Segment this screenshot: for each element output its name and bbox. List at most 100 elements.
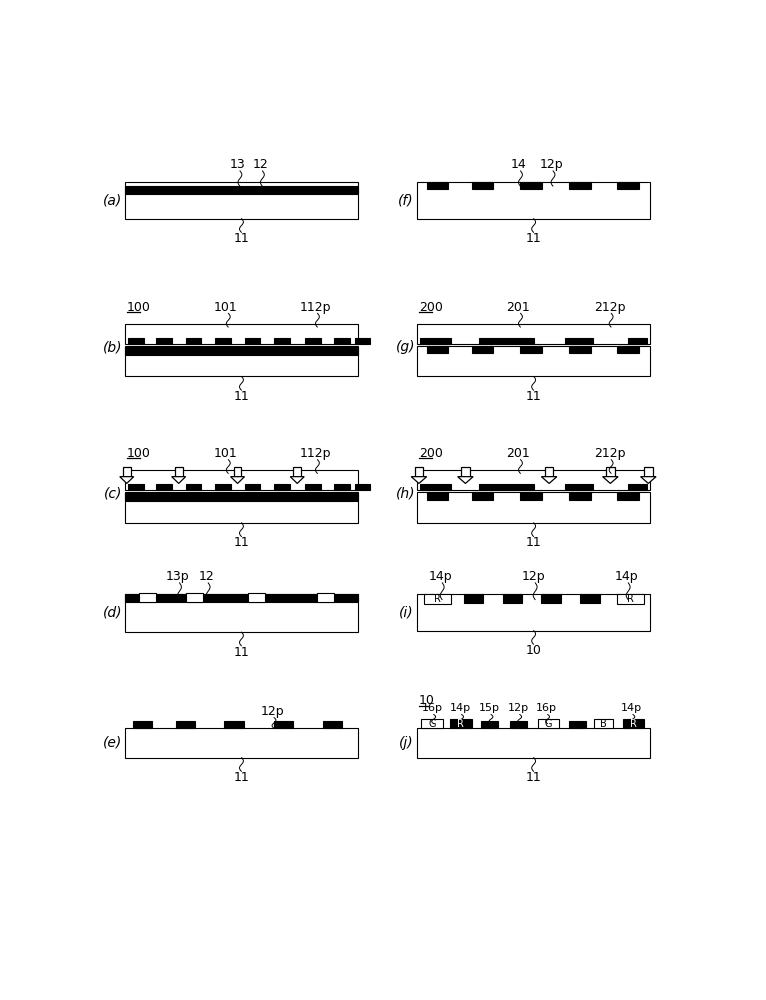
Bar: [335, 338, 350, 344]
Text: 14p: 14p: [450, 703, 470, 713]
Text: (b): (b): [103, 340, 123, 354]
Text: 11: 11: [525, 390, 542, 403]
Text: 12: 12: [253, 158, 269, 171]
Text: 201: 201: [506, 447, 530, 460]
Text: 112p: 112p: [300, 447, 331, 460]
Text: 11: 11: [525, 232, 542, 245]
Bar: [335, 484, 350, 490]
Bar: [175, 467, 182, 477]
Text: 13p: 13p: [166, 570, 190, 583]
Bar: [125, 470, 358, 490]
Bar: [125, 324, 358, 344]
Bar: [417, 594, 650, 631]
Bar: [417, 470, 650, 490]
Text: 11: 11: [234, 390, 249, 403]
Text: 11: 11: [234, 646, 249, 659]
Text: (a): (a): [103, 193, 123, 207]
Text: (e): (e): [103, 736, 123, 750]
Bar: [472, 346, 493, 353]
Bar: [128, 484, 144, 490]
Bar: [125, 594, 358, 632]
Text: (d): (d): [103, 606, 123, 620]
Polygon shape: [640, 477, 656, 483]
Bar: [156, 338, 172, 344]
Bar: [156, 484, 172, 490]
Bar: [185, 338, 201, 344]
Bar: [215, 484, 231, 490]
Bar: [417, 182, 650, 219]
Bar: [414, 467, 423, 477]
Bar: [565, 484, 593, 490]
Text: 200: 200: [419, 447, 443, 460]
Text: 101: 101: [214, 301, 237, 314]
Bar: [125, 493, 358, 501]
Bar: [617, 594, 644, 604]
Bar: [520, 346, 542, 353]
Bar: [565, 338, 593, 344]
Polygon shape: [172, 477, 185, 483]
Bar: [520, 182, 542, 189]
Bar: [617, 346, 639, 353]
Bar: [461, 467, 470, 477]
Text: 112p: 112p: [300, 301, 331, 314]
Bar: [293, 467, 301, 477]
Bar: [569, 182, 591, 189]
Bar: [623, 719, 644, 728]
Bar: [125, 594, 358, 602]
Text: 100: 100: [126, 447, 151, 460]
Bar: [355, 338, 370, 344]
Bar: [421, 719, 443, 728]
Bar: [450, 719, 472, 728]
Text: 13: 13: [230, 158, 245, 171]
Bar: [421, 484, 451, 490]
Bar: [617, 182, 639, 189]
Bar: [545, 467, 553, 477]
Text: (i): (i): [398, 606, 413, 620]
Text: 212p: 212p: [594, 447, 625, 460]
Bar: [481, 721, 498, 728]
Text: 10: 10: [525, 644, 542, 657]
Bar: [424, 594, 450, 604]
Bar: [125, 182, 358, 219]
Bar: [355, 484, 370, 490]
Text: 11: 11: [234, 771, 249, 784]
Bar: [502, 594, 522, 603]
Text: B: B: [601, 719, 607, 729]
Text: 14p: 14p: [429, 570, 453, 583]
Text: 11: 11: [234, 536, 249, 549]
Bar: [594, 719, 614, 728]
Bar: [569, 721, 586, 728]
Bar: [185, 484, 201, 490]
Bar: [421, 338, 451, 344]
Bar: [305, 338, 320, 344]
Bar: [244, 484, 260, 490]
Bar: [322, 721, 342, 728]
Bar: [538, 719, 559, 728]
Bar: [125, 347, 358, 355]
Text: 11: 11: [525, 771, 542, 784]
Bar: [417, 492, 650, 523]
Bar: [234, 467, 241, 477]
Bar: [185, 593, 203, 602]
Text: (c): (c): [103, 486, 122, 500]
Bar: [472, 182, 493, 189]
Polygon shape: [542, 477, 557, 483]
Text: R: R: [457, 719, 464, 729]
Bar: [520, 492, 542, 500]
Bar: [274, 338, 290, 344]
Text: 16p: 16p: [421, 703, 443, 713]
Bar: [215, 338, 231, 344]
Bar: [139, 593, 156, 602]
Bar: [628, 484, 647, 490]
Polygon shape: [231, 477, 244, 483]
Text: 200: 200: [419, 301, 443, 314]
Bar: [244, 338, 260, 344]
Bar: [580, 594, 600, 603]
Text: 100: 100: [126, 301, 151, 314]
Text: 212p: 212p: [594, 301, 625, 314]
Text: R: R: [627, 594, 634, 604]
Text: (j): (j): [398, 736, 413, 750]
Polygon shape: [290, 477, 304, 483]
Bar: [510, 721, 528, 728]
Bar: [125, 186, 358, 194]
